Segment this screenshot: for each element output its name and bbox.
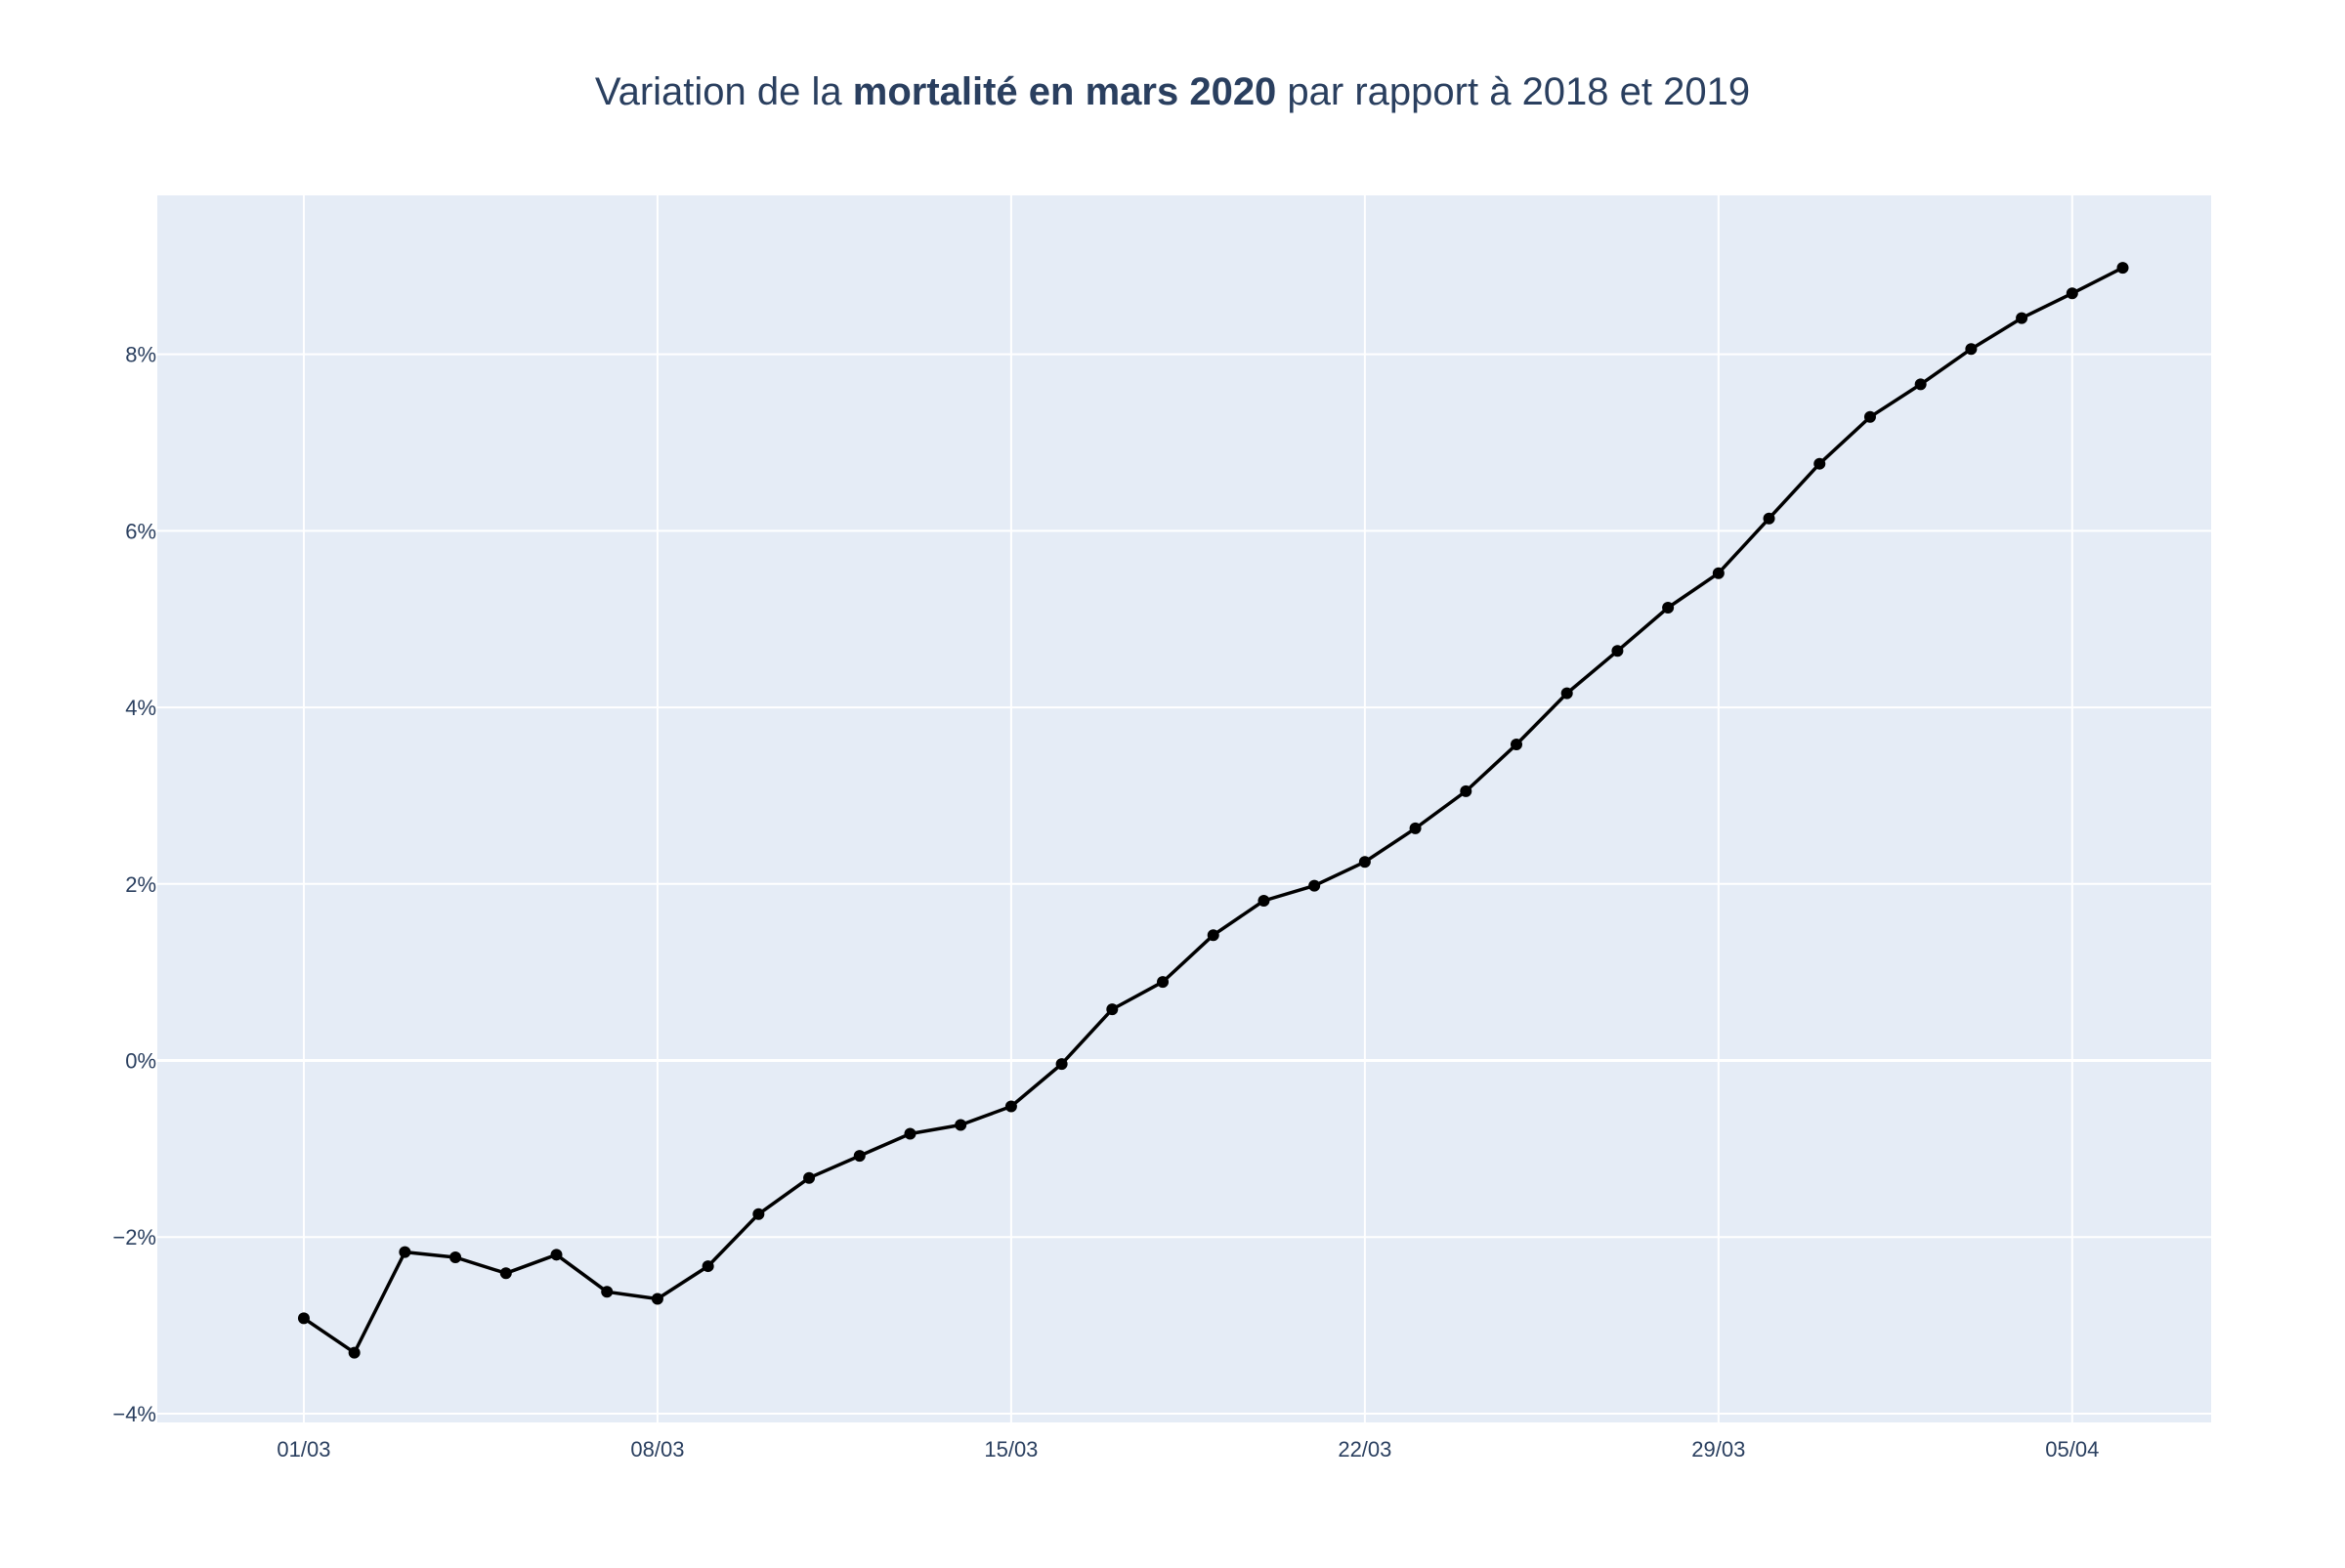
chart-title-suffix: par rapport à 2018 et 2019 [1276,70,1750,113]
data-point [955,1119,967,1131]
data-point [1258,894,1270,907]
data-point [1813,457,1826,470]
y-tick-label: 6% [125,519,156,543]
data-point [1055,1058,1068,1071]
y-tick-label: −4% [112,1402,156,1426]
data-point [1460,784,1472,797]
x-tick-label: 29/03 [1691,1437,1745,1462]
data-point [297,1312,310,1325]
plot-area [157,195,2211,1422]
data-point [449,1251,462,1264]
chart-title: Variation de la mortalité en mars 2020 p… [595,70,1750,113]
data-point [1560,687,1573,699]
data-point [1409,822,1422,834]
x-tick-label: 01/03 [277,1437,330,1462]
data-point [499,1267,512,1280]
data-point [2116,262,2129,275]
data-point [651,1293,663,1305]
data-point [1157,976,1170,989]
data-point [1965,343,1978,356]
data-point [853,1150,866,1163]
y-tick-label: 0% [125,1049,156,1074]
data-point [1662,601,1675,614]
data-point [904,1127,917,1140]
y-tick-label: 2% [125,872,156,897]
data-point [752,1208,765,1220]
y-tick-label: 4% [125,696,156,720]
data-point [601,1286,614,1298]
data-point [702,1260,714,1273]
data-point [348,1346,361,1359]
chart-title-prefix: Variation de la [595,70,853,113]
x-tick-label: 15/03 [984,1437,1038,1462]
data-point [1004,1100,1017,1113]
chart-title-bold: mortalité en mars 2020 [853,70,1277,113]
y-axis-ticks: −4% −2% 0% 2% 4% 6% 8% [112,343,156,1426]
data-point [2016,312,2028,324]
data-point [1510,739,1522,751]
data-point [1358,856,1371,869]
y-tick-label: −2% [112,1225,156,1250]
y-tick-label: 8% [125,343,156,367]
data-point [803,1171,816,1184]
data-point [1914,378,1927,391]
data-point [550,1249,563,1261]
data-point [1207,929,1219,942]
data-point [399,1246,411,1258]
gridlines [157,195,2211,1422]
data-point [2066,287,2078,300]
data-point [1611,645,1624,657]
data-point [1863,410,1876,423]
x-tick-label: 08/03 [630,1437,684,1462]
x-tick-label: 05/04 [2045,1437,2099,1462]
data-point [1763,512,1775,525]
data-point [1308,879,1321,892]
x-tick-label: 22/03 [1338,1437,1391,1462]
data-point [1106,1003,1119,1016]
data-point [1712,567,1725,579]
series-mortality-variation [297,262,2129,1359]
x-axis-ticks: 01/03 08/03 15/03 22/03 29/03 05/04 [277,1437,2099,1462]
